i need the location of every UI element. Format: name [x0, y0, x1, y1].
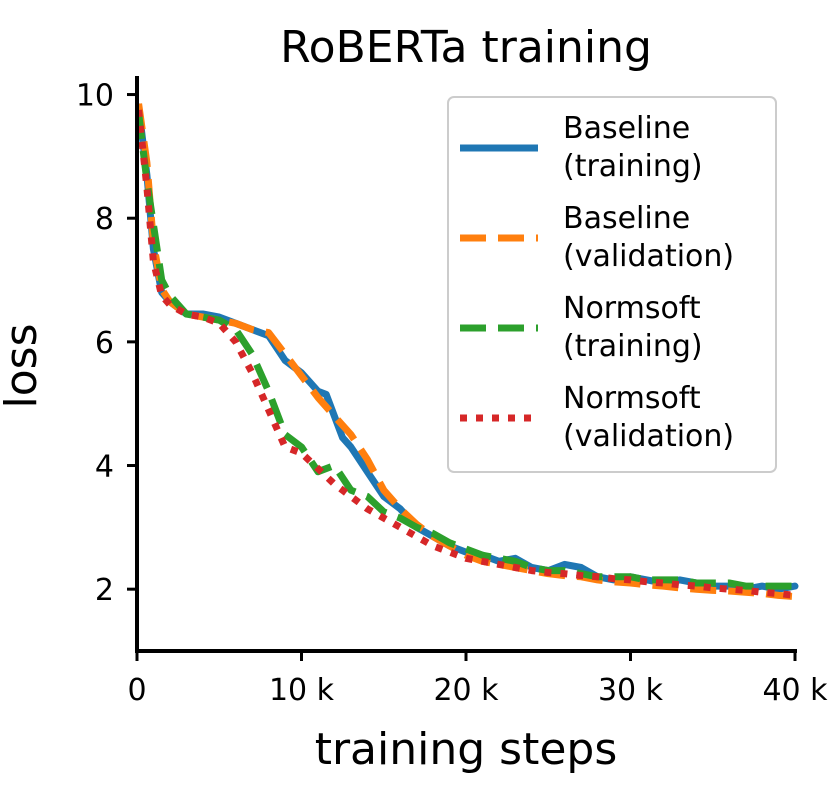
x-tick-label: 30 k [598, 673, 664, 708]
legend-frame [447, 96, 777, 473]
legend-label: Normsoft [563, 291, 701, 326]
x-tick-label: 40 k [762, 673, 828, 708]
y-tick-label: 6 [95, 326, 114, 361]
legend-label: Normsoft [563, 381, 701, 416]
x-tick-label: 10 k [269, 673, 335, 708]
chart-title: RoBERTa training [280, 22, 652, 73]
legend-label-sub: (training) [563, 149, 703, 184]
y-axis-label: loss [0, 324, 47, 409]
y-tick-label: 10 [76, 79, 114, 114]
x-tick-label: 0 [127, 673, 146, 708]
y-axis-ticks: 2 4 6 8 10 [76, 79, 137, 608]
x-axis-label: training steps [315, 724, 618, 775]
legend-label-sub: (validation) [563, 239, 734, 274]
legend-label: Baseline [563, 111, 690, 146]
legend-items: Baseline(training)Baseline(validation)No… [460, 111, 734, 454]
y-tick-label: 2 [95, 573, 114, 608]
series-line-3 [135, 112, 795, 590]
legend-label: Baseline [563, 201, 690, 236]
y-tick-label: 8 [95, 202, 114, 237]
legend-label-sub: (training) [563, 329, 703, 364]
y-tick-label: 4 [95, 450, 114, 485]
legend-label-sub: (validation) [563, 419, 734, 454]
x-axis-ticks: 0 10 k 20 k 30 k 40 k [127, 651, 828, 708]
series-lines [135, 103, 799, 601]
x-tick-label: 20 k [433, 673, 499, 708]
legend: Baseline(training)Baseline(validation)No… [447, 96, 777, 473]
